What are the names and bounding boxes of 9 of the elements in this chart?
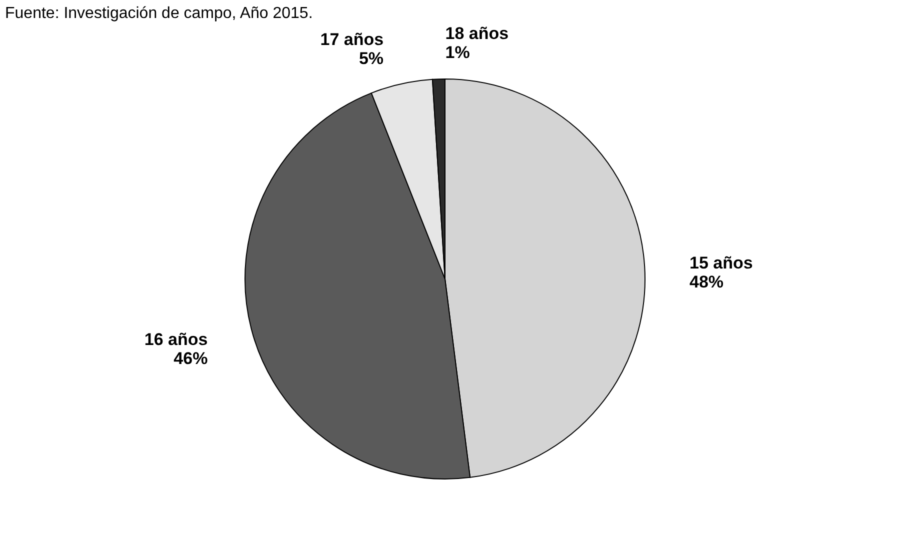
slice-label: 18 años: [445, 24, 509, 44]
data-label: 1%: [445, 43, 470, 62]
slice-label: 17 años: [320, 30, 384, 49]
slice-label: 15 años: [690, 254, 753, 273]
slice-label: 16 años: [144, 330, 208, 349]
data-label: 5%: [358, 48, 384, 68]
data-label: 48%: [690, 272, 724, 292]
data-label: 46%: [174, 348, 208, 368]
source-note: Fuente: Investigación de campo, Año 2015.: [5, 5, 313, 22]
